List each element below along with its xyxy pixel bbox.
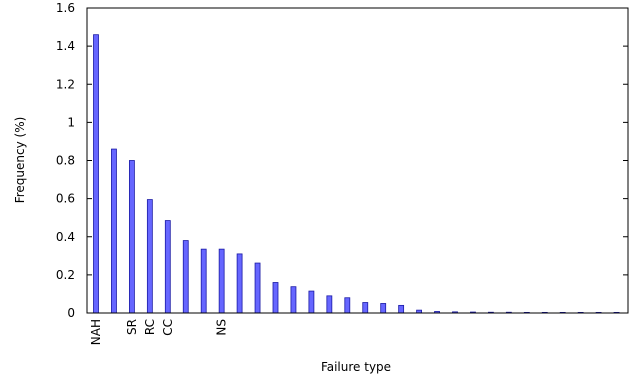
y-tick-label: 1.4 — [56, 39, 75, 53]
bar — [93, 34, 99, 314]
bar-series — [93, 34, 620, 314]
bar — [218, 248, 225, 314]
y-tick-label: 0.6 — [56, 192, 75, 206]
y-tick-label: 1.2 — [56, 77, 75, 91]
bar — [344, 297, 351, 314]
y-tick-label: 0.8 — [56, 154, 75, 168]
bar — [308, 290, 315, 314]
bar — [236, 253, 243, 314]
bar — [272, 282, 279, 314]
y-axis-label: Frequency (%) — [13, 117, 27, 204]
x-tick-label: SR — [125, 319, 139, 335]
y-tick-label: 1 — [67, 115, 75, 129]
y-axis: 0 0.2 0.4 0.6 0.8 1 1.2 1.4 1.6 — [56, 1, 628, 320]
bar — [182, 240, 189, 314]
x-axis: NAH SR RC CC NS — [89, 319, 229, 345]
bar — [128, 160, 135, 314]
x-tick-label: CC — [161, 319, 175, 336]
bar — [146, 199, 153, 314]
bar — [164, 220, 171, 314]
y-tick-label: 0 — [67, 306, 75, 320]
bar — [398, 304, 405, 314]
y-tick-label: 1.6 — [56, 1, 75, 15]
bar — [254, 262, 261, 314]
y-tick-label: 0.4 — [56, 230, 75, 244]
bar — [200, 248, 207, 314]
y-tick-label: 0.2 — [56, 268, 75, 282]
bar — [362, 302, 369, 314]
bar — [290, 286, 297, 314]
x-tick-label: RC — [143, 319, 157, 335]
bar — [326, 295, 333, 314]
x-tick-label: NAH — [89, 319, 103, 345]
bar — [380, 303, 387, 314]
x-tick-label: NS — [215, 319, 229, 336]
x-axis-label: Failure type — [321, 360, 391, 374]
bar — [111, 148, 117, 314]
